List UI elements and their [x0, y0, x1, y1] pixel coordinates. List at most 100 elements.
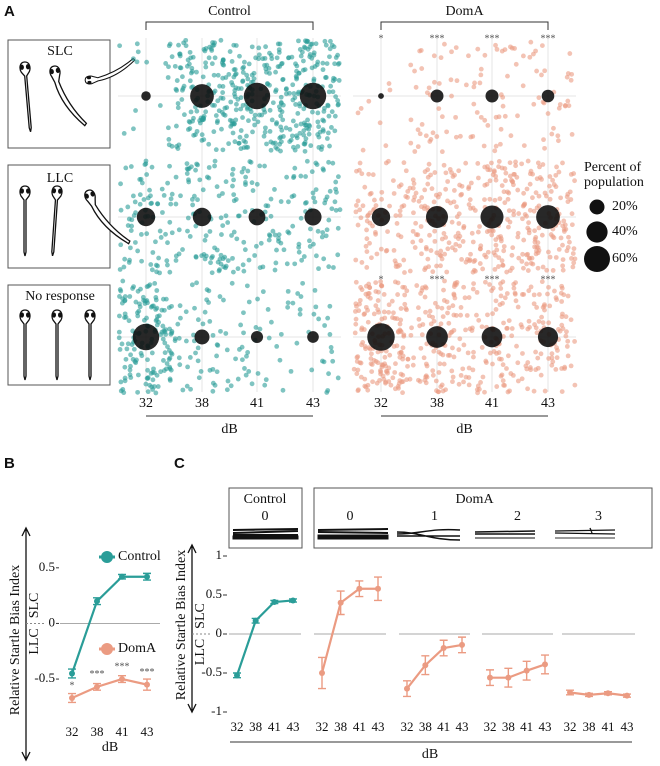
jitter-dot [536, 203, 542, 209]
jitter-dot [360, 147, 366, 153]
jitter-dot [333, 186, 339, 192]
jitter-dot [233, 107, 239, 113]
y-axis-label: Relative Startle Bias Index [8, 565, 23, 715]
jitter-dot [536, 225, 542, 231]
jitter-dot [150, 377, 156, 383]
jitter-dot [509, 177, 514, 183]
x-tick-label: 41 [485, 396, 499, 411]
jitter-dot [449, 93, 454, 99]
jitter-dot [565, 191, 571, 197]
jitter-dot [467, 197, 473, 203]
jitter-dot [560, 263, 566, 269]
jitter-dot [369, 362, 375, 367]
jitter-dot [511, 208, 516, 214]
jitter-dot [181, 112, 187, 118]
jitter-dot [515, 378, 521, 384]
jitter-dot [464, 313, 470, 318]
jitter-dot [480, 374, 486, 380]
jitter-dot [325, 103, 331, 109]
jitter-dot [422, 294, 428, 300]
jitter-dot [173, 258, 179, 263]
jitter-dot [179, 97, 185, 102]
jitter-dot [547, 196, 553, 202]
population-bubble [481, 326, 503, 348]
jitter-dot [398, 317, 404, 323]
jitter-dot [185, 127, 191, 132]
jitter-dot [369, 369, 375, 374]
jitter-dot [262, 109, 268, 115]
jitter-dot [371, 311, 377, 317]
jitter-dot [500, 279, 506, 285]
jitter-dot [478, 114, 484, 120]
jitter-dot [285, 229, 291, 235]
jitter-dot [231, 192, 237, 198]
jitter-dot [469, 230, 475, 236]
jitter-dot [203, 60, 209, 66]
jitter-dot [546, 284, 551, 290]
data-point [404, 685, 410, 692]
jitter-dot [162, 350, 168, 356]
panel-label: B [4, 455, 15, 472]
jitter-dot [335, 61, 341, 67]
jitter-dot [519, 259, 525, 264]
jitter-dot [118, 379, 124, 385]
jitter-dot [386, 379, 392, 384]
series-line [71, 677, 148, 699]
jitter-dot [569, 71, 575, 77]
jitter-dot [210, 40, 215, 45]
jitter-dot [458, 373, 464, 378]
jitter-dot [391, 343, 397, 349]
legend-label: DomA [118, 641, 157, 656]
jitter-dot [206, 165, 212, 170]
jitter-dot [134, 41, 140, 47]
jitter-dot [441, 298, 447, 303]
jitter-dot [169, 303, 174, 309]
jitter-dot [173, 201, 179, 207]
data-point [271, 599, 278, 606]
population-bubble [537, 326, 559, 348]
jitter-dot [335, 225, 341, 231]
jitter-dot [493, 242, 499, 248]
jitter-dot [528, 367, 534, 373]
jitter-dot [397, 208, 403, 214]
jitter-dot [509, 252, 515, 258]
jitter-dot [515, 187, 521, 193]
jitter-dot [456, 347, 462, 353]
jitter-dot [366, 171, 372, 177]
jitter-dot [560, 160, 565, 166]
jitter-dot [467, 326, 473, 332]
jitter-dot [534, 68, 540, 74]
population-bubble [243, 82, 271, 110]
y-tick-label: -1 [211, 703, 222, 718]
jitter-dot [531, 208, 537, 214]
jitter-dot [299, 257, 305, 263]
jitter-dot [316, 134, 322, 140]
x-axis-label: dB [456, 422, 472, 437]
data-point [234, 672, 240, 679]
jitter-dot [506, 208, 512, 214]
jitter-dot [130, 56, 136, 62]
jitter-dot [491, 169, 497, 175]
jitter-dot [388, 382, 394, 388]
jitter-dot [187, 355, 193, 360]
jitter-dot [418, 47, 424, 53]
jitter-dot [169, 230, 175, 236]
jitter-dot [288, 137, 294, 143]
jitter-dot [276, 232, 282, 238]
jitter-dot [199, 137, 205, 143]
jitter-dot [203, 64, 209, 70]
jitter-dot [515, 360, 521, 366]
jitter-dot [508, 133, 514, 139]
jitter-dot [474, 289, 480, 295]
jitter-dot [226, 141, 232, 147]
jitter-dot [380, 373, 386, 379]
jitter-dot [393, 361, 398, 367]
jitter-dot [431, 348, 437, 354]
jitter-dot [384, 248, 390, 253]
jitter-dot [312, 199, 318, 205]
jitter-dot [142, 301, 148, 306]
jitter-dot [472, 258, 478, 263]
jitter-dot [418, 224, 424, 229]
jitter-dot [393, 213, 399, 218]
jitter-dot [567, 239, 572, 245]
